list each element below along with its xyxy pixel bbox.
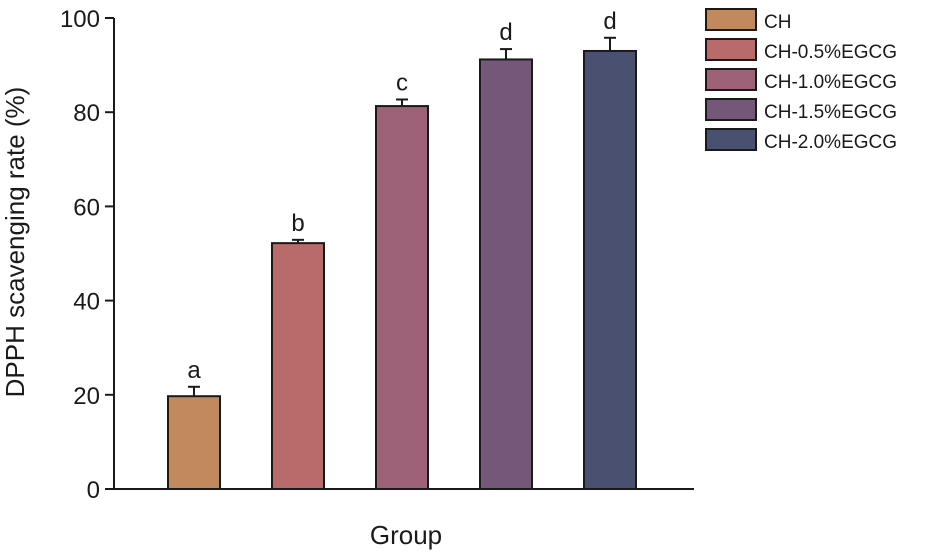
y-tick-label: 80 — [73, 100, 100, 127]
legend-label: CH — [764, 12, 791, 33]
legend-label: CH-0.5%EGCG — [764, 42, 897, 63]
y-tick-label: 0 — [87, 477, 100, 504]
axes-layer — [113, 18, 694, 490]
legend-label: CH-1.5%EGCG — [764, 102, 897, 123]
legend-label: CH-2.0%EGCG — [764, 132, 897, 153]
bar — [167, 395, 221, 491]
legend-swatch — [705, 38, 757, 61]
legend-swatch — [705, 98, 757, 121]
bar — [271, 242, 325, 490]
bar — [583, 49, 637, 490]
significance-label: a — [187, 357, 201, 384]
y-axis-title: DPPH scavenging rate (%) — [0, 87, 30, 398]
bars-layer — [167, 49, 637, 491]
significance-label: d — [499, 19, 512, 46]
error-bars-layer — [188, 36, 616, 397]
y-tick-label: 100 — [60, 6, 100, 33]
legend-label: CH-1.0%EGCG — [764, 72, 897, 93]
significance-label: d — [603, 8, 616, 35]
y-tick-label: 40 — [73, 289, 100, 316]
bar — [375, 105, 429, 491]
x-axis-title: Group — [370, 520, 442, 550]
legend-swatch — [705, 128, 757, 151]
bar — [479, 58, 533, 490]
significance-label: c — [396, 69, 408, 96]
significance-label: b — [291, 210, 304, 237]
legend-swatch — [705, 68, 757, 91]
legend: CH CH-0.5%EGCG CH-1.0%EGCG CH-1.5%EGCG CH-2.… — [705, 8, 897, 153]
y-tick-label: 20 — [73, 383, 100, 410]
legend-swatch — [705, 8, 757, 31]
y-tick-label: 60 — [73, 194, 100, 221]
significance-labels-layer: a b c d d — [187, 8, 616, 384]
y-ticks-layer: 0 20 40 60 80 100 — [60, 6, 114, 504]
